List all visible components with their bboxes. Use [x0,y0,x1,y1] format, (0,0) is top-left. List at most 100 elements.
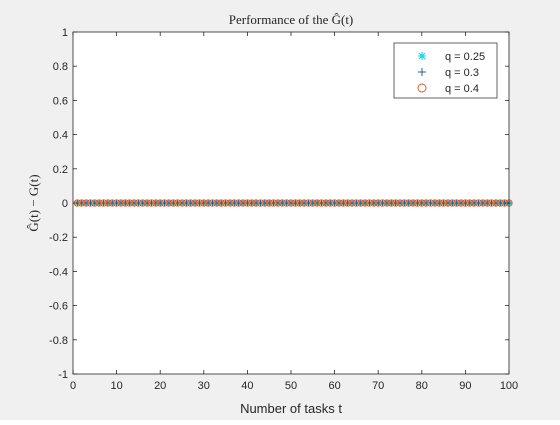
x-tick-label: 50 [285,380,297,392]
data-point [274,199,282,207]
data-point [143,199,151,207]
data-point [365,199,374,207]
data-point [474,199,483,207]
data-point [230,199,238,207]
data-point [391,199,400,207]
legend-box [393,42,498,99]
data-point [252,199,260,207]
y-tick-label: 0 [62,198,68,210]
data-point [374,199,382,207]
data-point [378,199,387,207]
data-point [352,199,361,207]
data-point [217,199,225,207]
data-point [112,199,121,207]
data-point [86,199,95,207]
legend: q = 0.25 q = 0.3 q = 0.4 [393,42,498,99]
data-point [91,199,99,207]
y-axis-label: Ĝ(t) − G(t) [26,174,41,231]
data-point [248,199,256,207]
data-point [431,199,439,207]
data-point [95,199,103,207]
data-point [496,199,504,207]
data-point [304,199,313,207]
data-point [169,199,177,207]
data-point [461,199,470,207]
data-point [387,199,395,207]
data-point [492,199,500,207]
data-point [300,199,308,207]
data-point [117,199,125,207]
y-tick-label: 0.8 [53,61,68,73]
x-axis-label: Number of tasks t [240,401,342,416]
data-point [487,199,496,207]
y-tick-label: 0.2 [53,164,68,176]
data-point [409,199,417,207]
data-point [291,199,300,207]
data-point [457,199,465,207]
data-point [309,199,317,207]
data-point [204,199,212,207]
data-point [335,199,343,207]
series-circle [73,199,513,207]
legend-label: q = 0.3 [445,67,479,79]
x-tick-label: 0 [70,380,76,392]
legend-entry: q = 0.4 [417,83,479,95]
data-point [165,199,173,207]
data-point [418,199,426,207]
data-point [361,199,369,207]
data-point [200,199,208,207]
x-tick-label: 100 [500,380,518,392]
x-tick-label: 60 [328,380,340,392]
x-tick-label: 80 [416,380,428,392]
x-tick-label: 10 [110,380,122,392]
data-point [108,199,116,207]
data-point [348,199,356,207]
series-plus [74,199,513,207]
data-point [261,199,269,207]
data-point [78,199,86,207]
x-ticks: 0 10 20 30 40 50 60 70 80 90 100 [70,32,518,392]
y-ticks: -1 -0.8 -0.6 -0.4 -0.2 0 0.2 0.4 0.6 0.8 1 [49,27,509,381]
data-point [435,199,443,207]
data-point [235,199,243,207]
legend-marker [418,68,426,76]
legend-label: q = 0.25 [445,51,485,63]
y-tick-label: 0.4 [53,130,68,142]
data-point [104,199,112,207]
data-point [195,199,204,207]
data-point [322,199,330,207]
data-point [156,199,164,207]
data-point [243,199,252,207]
data-point [357,199,365,207]
data-point [326,199,334,207]
legend-label: q = 0.4 [445,83,479,95]
data-point [426,199,435,207]
data-point [152,199,160,207]
data-point [256,199,265,207]
data-point [221,199,230,207]
y-tick-label: 1 [62,27,68,39]
data-point [287,199,295,207]
data-point [344,199,352,207]
data-point [147,199,156,207]
chart-title: Performance of the Ĝ(t) [229,12,354,27]
y-tick-label: -0.4 [49,266,68,278]
data-point [282,199,291,207]
y-tick-label: -0.2 [49,232,68,244]
data-point [296,199,304,207]
x-tick-label: 70 [372,380,384,392]
data-point [173,199,182,207]
x-tick-label: 20 [154,380,166,392]
data-point [178,199,186,207]
data-point [208,199,217,207]
data-point [370,199,378,207]
data-point [130,199,138,207]
data-point [139,199,147,207]
legend-marker [417,83,427,93]
y-tick-label: -0.8 [49,335,68,347]
data-point [278,199,286,207]
data-point [470,199,478,207]
data-point [422,199,430,207]
legend-entry: q = 0.3 [418,67,479,79]
